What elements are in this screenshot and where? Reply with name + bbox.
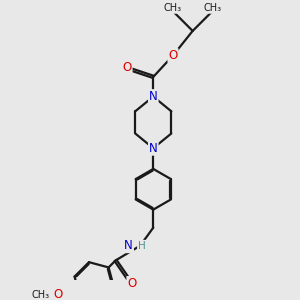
- Text: N: N: [124, 239, 133, 252]
- Text: O: O: [54, 288, 63, 300]
- Text: O: O: [168, 49, 178, 62]
- Text: N: N: [149, 90, 158, 103]
- Text: O: O: [127, 277, 136, 290]
- Text: H: H: [138, 241, 146, 251]
- Text: O: O: [122, 61, 132, 74]
- Text: CH₃: CH₃: [203, 3, 221, 13]
- Text: CH₃: CH₃: [32, 290, 50, 300]
- Text: CH₃: CH₃: [164, 3, 182, 13]
- Text: N: N: [149, 142, 158, 155]
